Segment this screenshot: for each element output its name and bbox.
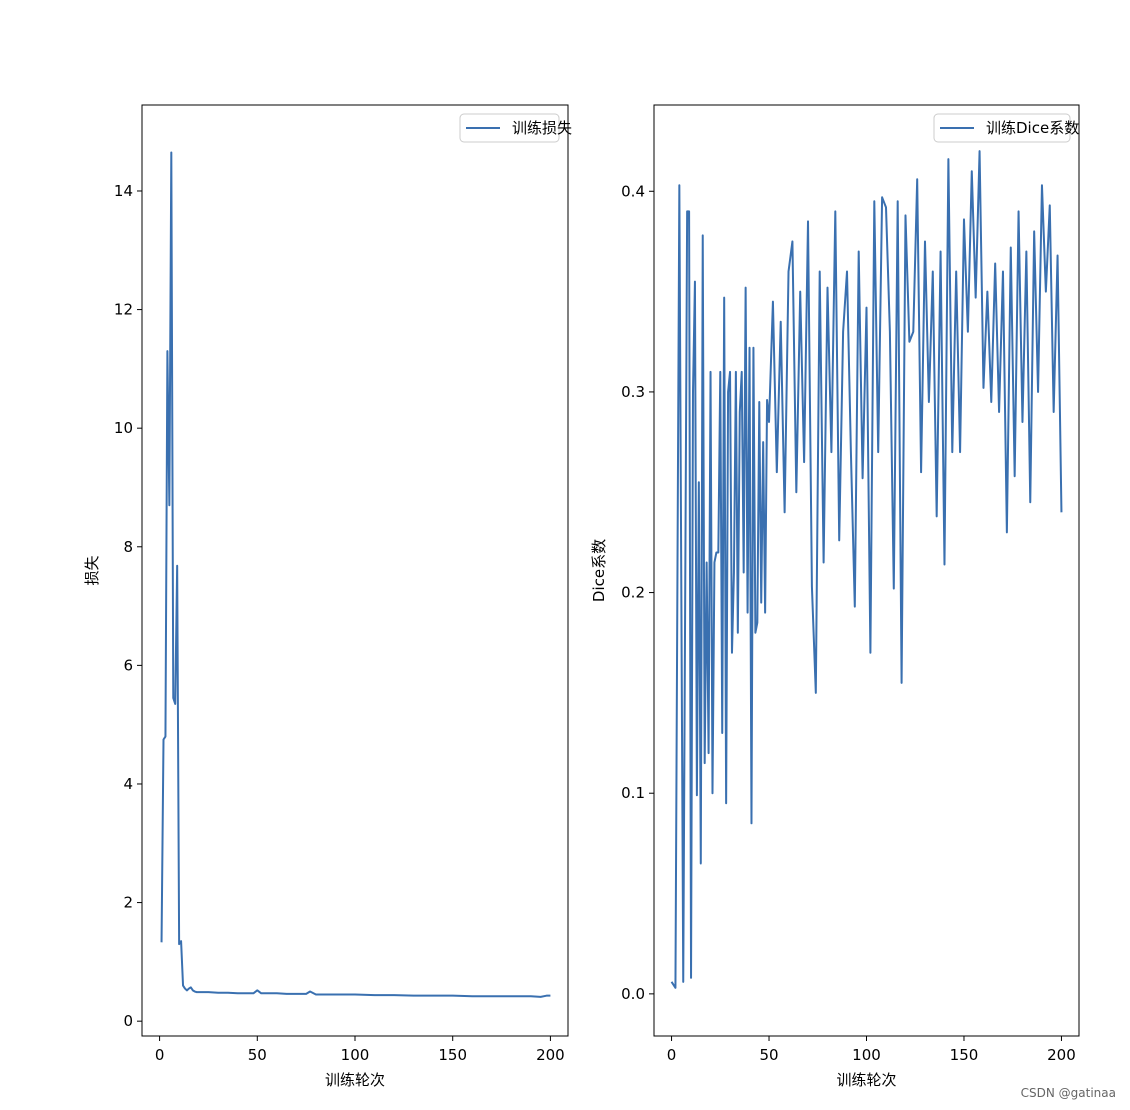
axes-frame — [142, 105, 568, 1036]
x-tick-label: 0 — [667, 1046, 677, 1064]
x-tick-label: 200 — [536, 1046, 565, 1064]
x-tick-label: 100 — [852, 1046, 881, 1064]
x-tick-label: 0 — [155, 1046, 165, 1064]
x-tick-label: 150 — [438, 1046, 467, 1064]
y-tick-label: 0.2 — [621, 584, 645, 602]
dice-subplot: 0 50 100 150 200 0.0 0.1 0.2 0.3 0.4 训练轮次 Dice系数 训练D… — [590, 105, 1079, 1089]
loss-subplot: 0 50 100 150 200 0 2 4 6 8 10 12 14 训练轮次 损失 训练损失 — [83, 105, 572, 1089]
y-tick-label: 14 — [114, 182, 133, 200]
y-tick-label: 0.4 — [621, 182, 645, 200]
x-tick-label: 200 — [1047, 1046, 1076, 1064]
y-tick-label: 6 — [123, 656, 133, 674]
y-tick-label: 12 — [114, 301, 133, 319]
legend-label: 训练损失 — [512, 119, 572, 137]
axes-frame — [654, 105, 1079, 1036]
series-line — [672, 151, 1062, 988]
y-tick-label: 2 — [123, 894, 133, 912]
x-tick-label: 50 — [248, 1046, 267, 1064]
x-tick-label: 150 — [950, 1046, 979, 1064]
x-axis-label: 训练轮次 — [836, 1071, 896, 1089]
y-tick-label: 0 — [123, 1012, 133, 1030]
x-tick-label: 100 — [341, 1046, 370, 1064]
y-tick-label: 0.1 — [621, 784, 645, 802]
y-tick-label: 0.0 — [621, 985, 645, 1003]
y-tick-label: 0.3 — [621, 383, 645, 401]
x-tick-label: 50 — [759, 1046, 778, 1064]
y-axis-label: Dice系数 — [590, 539, 608, 602]
y-axis-label: 损失 — [83, 555, 101, 585]
legend-label: 训练Dice系数 — [986, 119, 1079, 137]
x-axis-label: 训练轮次 — [325, 1071, 385, 1089]
watermark: CSDN @gatinaa — [1021, 1086, 1116, 1100]
y-tick-label: 4 — [123, 775, 133, 793]
series-line — [162, 152, 551, 996]
y-tick-label: 8 — [123, 538, 133, 556]
y-tick-label: 10 — [114, 419, 133, 437]
